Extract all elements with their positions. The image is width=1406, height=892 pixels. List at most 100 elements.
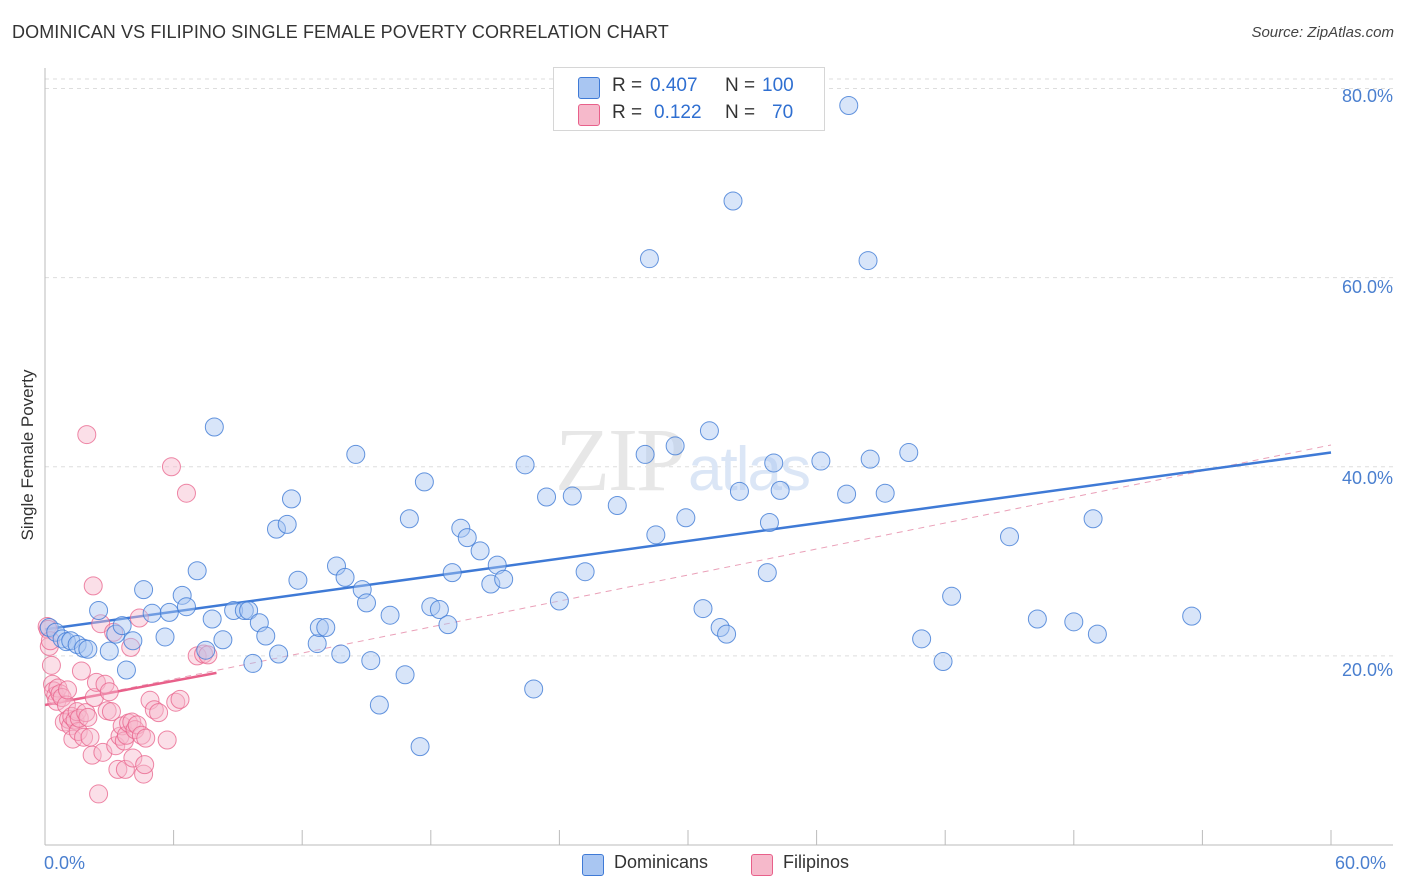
- dominicans-point: [316, 617, 336, 637]
- dominicans-trend-line: [44, 451, 1332, 631]
- dominicans-point: [487, 555, 507, 575]
- legend-n-label: N =: [725, 75, 756, 96]
- dominicans-point: [269, 644, 289, 664]
- dominicans-point: [243, 653, 263, 673]
- dominicans-point: [1000, 527, 1019, 547]
- dominicans-point: [549, 591, 569, 611]
- filipinos-point: [82, 745, 102, 765]
- x-tick-label-min: 0.0%: [44, 853, 86, 873]
- dominicans-point: [346, 444, 366, 464]
- legend-r-label: R =: [612, 102, 643, 123]
- filipinos-point: [99, 682, 119, 702]
- filipinos-point: [78, 707, 98, 727]
- dominicans-point: [770, 480, 790, 500]
- y-tick-label-60: 60.0%: [1341, 277, 1393, 297]
- dominicans-point: [933, 652, 953, 672]
- y-axis-label: Single Female Poverty: [18, 369, 37, 541]
- dominicans-point: [837, 484, 857, 504]
- axes: [44, 68, 1393, 846]
- source-label: Source: ZipAtlas.com: [1251, 24, 1394, 41]
- dominicans-point: [676, 508, 696, 528]
- filipinos-point: [115, 759, 135, 779]
- dominicans-point: [1087, 624, 1107, 644]
- dominicans-point: [277, 514, 297, 534]
- dominicans-point: [1083, 509, 1103, 529]
- dominicans-point: [699, 421, 719, 441]
- dominicans-point: [67, 635, 87, 655]
- dominicans-point: [307, 634, 327, 654]
- dominicans-point: [457, 528, 477, 548]
- dominicans-point: [134, 580, 154, 600]
- filipinos-point: [198, 645, 218, 665]
- dominicans-point: [410, 737, 430, 757]
- filipinos-point: [108, 759, 128, 779]
- dominicans-point: [811, 451, 831, 471]
- dominicans-point: [380, 605, 400, 625]
- bottom-legend-swatch-blue: [582, 854, 604, 876]
- dominicans-point: [78, 639, 98, 659]
- filipinos-point: [123, 748, 143, 768]
- dominicans-point: [494, 569, 514, 589]
- dominicans-point: [575, 562, 595, 582]
- filipinos-point: [41, 655, 61, 675]
- dominicans-point: [757, 563, 777, 583]
- filipinos-point: [58, 680, 78, 700]
- dominicans-point: [99, 641, 119, 661]
- filipinos-point: [83, 576, 103, 596]
- filipinos-point: [127, 715, 147, 735]
- y-tick-label-20: 20.0%: [1341, 660, 1393, 680]
- dominicans-point: [187, 561, 207, 581]
- dominicans-point: [309, 617, 329, 637]
- filipinos-point: [135, 755, 155, 775]
- dominicans-point: [537, 487, 557, 507]
- dominicans-point: [213, 630, 233, 650]
- dominicans-point: [361, 651, 381, 671]
- dominicans-point: [256, 626, 276, 646]
- watermark-text: ZIPatlas: [555, 411, 809, 510]
- dominicans-point: [635, 444, 655, 464]
- dominicans-point: [875, 483, 895, 503]
- dominicans-point: [155, 627, 175, 647]
- dominicans-point: [112, 616, 132, 636]
- filipinos-point: [74, 727, 94, 747]
- dominicans-point: [204, 417, 224, 437]
- dominicans-point: [335, 567, 355, 587]
- dominicans-points: [39, 95, 1202, 757]
- dominicans-point: [515, 455, 535, 475]
- dominicans-point: [717, 624, 737, 644]
- filipinos-point: [76, 703, 96, 723]
- dominicans-point: [159, 602, 179, 622]
- dominicans-point: [438, 615, 458, 635]
- legend-r-label: R =: [612, 75, 643, 96]
- dominicans-point: [123, 631, 143, 651]
- dominicans-point: [860, 449, 880, 469]
- dominicans-point: [899, 443, 919, 463]
- dominicans-point: [442, 563, 462, 583]
- filipinos-point: [149, 703, 169, 723]
- dominicans-point: [1027, 609, 1047, 629]
- filipinos-point: [170, 689, 190, 709]
- dominicans-point: [723, 191, 743, 211]
- filipinos-point: [136, 728, 156, 748]
- filipinos-point: [77, 425, 97, 445]
- bottom-legend-swatch-pink: [751, 854, 773, 876]
- dominicans-point: [639, 249, 659, 269]
- filipinos-point: [129, 608, 149, 628]
- filipinos-point: [38, 619, 58, 639]
- filipinos-point: [121, 637, 141, 657]
- dominicans-point: [176, 597, 196, 617]
- legend-r-value: 0.407: [650, 75, 698, 96]
- dominicans-point: [369, 695, 389, 715]
- legend-r-value: 0.122: [654, 102, 702, 123]
- dominicans-point: [524, 679, 544, 699]
- dominicans-point: [331, 644, 351, 664]
- dominicans-point: [239, 600, 259, 620]
- filipinos-points: [37, 425, 218, 804]
- dominicans-point: [912, 629, 932, 649]
- filipinos-point: [134, 764, 154, 784]
- dominicans-point: [196, 640, 216, 660]
- dominicans-point: [562, 486, 582, 506]
- dominicans-point: [429, 600, 449, 620]
- dominicans-point: [357, 593, 376, 613]
- grid-lines: [45, 78, 1393, 657]
